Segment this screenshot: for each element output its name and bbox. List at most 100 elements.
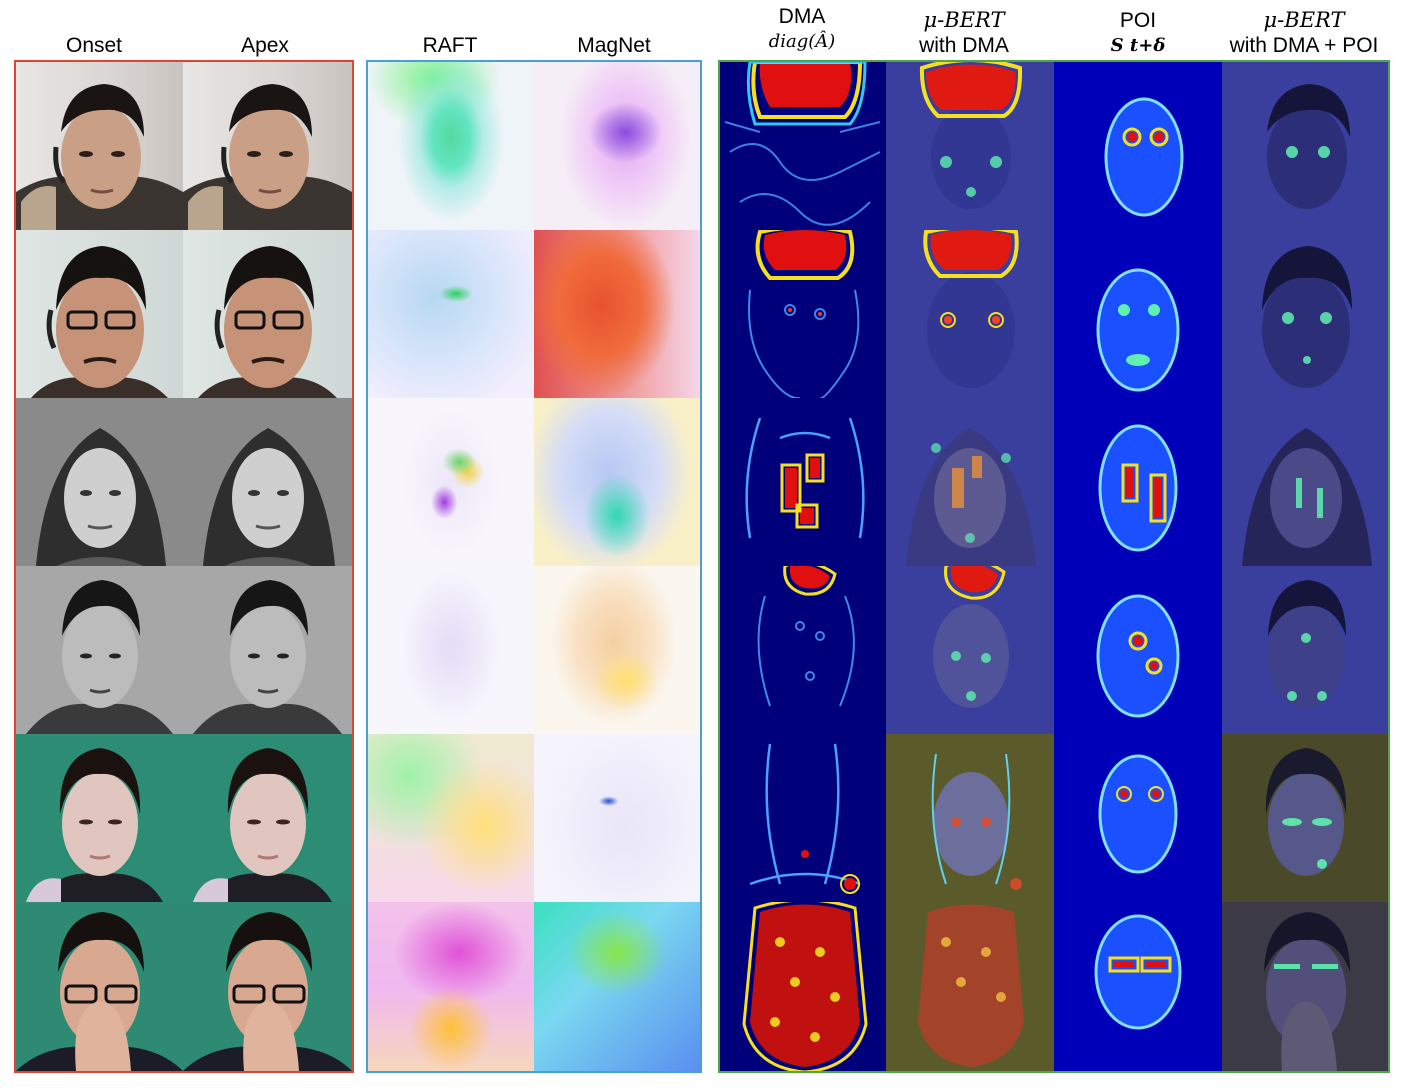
face-icon	[193, 748, 332, 902]
heatmap-icon	[1222, 902, 1388, 1071]
apex-image-row-4	[183, 566, 352, 734]
heatmap-icon	[933, 566, 1009, 708]
heatmap-icon	[742, 902, 868, 1071]
face-icon	[36, 428, 166, 566]
attention-panel	[718, 60, 1390, 1073]
heatmap-icon	[1267, 84, 1350, 209]
apex-image-row-1	[183, 62, 352, 230]
header-apex-label: Apex	[241, 34, 289, 57]
mubert-dma-poi-map-row-6	[1222, 902, 1388, 1071]
face-icon	[183, 84, 352, 230]
poi-map-row-1	[1054, 62, 1222, 230]
magnet-flow-row-5	[534, 734, 700, 902]
mubert-dma-poi-map-row-3	[1222, 398, 1388, 566]
header-dma: DMA diag(Â)	[722, 4, 882, 54]
mubert-dma-map-row-1	[886, 62, 1054, 230]
heatmap-icon	[886, 734, 1054, 902]
heatmap-icon	[919, 62, 1023, 209]
face-icon	[26, 580, 173, 734]
raft-flow-row-2	[368, 230, 534, 398]
header-mubert-dma: μ-BERT with DMA	[884, 8, 1044, 58]
heatmap-icon	[757, 566, 855, 707]
face-icon	[31, 246, 168, 398]
apex-image-row-2	[183, 230, 352, 398]
heatmap-icon	[1262, 246, 1352, 388]
header-mubert-poi-line2: with DMA + POI	[1229, 34, 1379, 57]
header-apex: Apex	[190, 33, 340, 58]
heatmap-icon	[1242, 428, 1372, 566]
poi-map-row-3	[1054, 398, 1222, 566]
poi-map-row-4	[1054, 566, 1222, 734]
mubert-dma-poi-map-row-5	[1222, 734, 1388, 902]
header-raft: RAFT	[372, 33, 528, 58]
mubert-dma-map-row-6	[886, 902, 1054, 1071]
raft-flow-row-5	[368, 734, 534, 902]
mubert-dma-map-row-3	[886, 398, 1054, 566]
heatmap-icon	[1222, 734, 1388, 902]
header-raft-label: RAFT	[422, 34, 478, 57]
face-icon	[16, 84, 183, 230]
dma-map-row-5	[720, 734, 886, 902]
heatmap-icon	[1104, 97, 1184, 217]
header-onset-label: Onset	[65, 34, 123, 57]
mubert-dma-poi-map-row-2	[1222, 230, 1388, 398]
magnet-flow-row-4	[534, 566, 700, 734]
mubert-dma-map-row-4	[886, 566, 1054, 734]
heatmap-icon	[923, 230, 1019, 388]
magnet-flow-row-6	[534, 902, 700, 1071]
apex-image-row-3	[183, 398, 352, 566]
mubert-dma-map-row-5	[886, 734, 1054, 902]
heatmap-icon	[749, 743, 861, 894]
heatmap-icon	[745, 417, 865, 539]
dma-map-row-4	[720, 566, 886, 734]
face-icon	[203, 428, 335, 566]
header-poi-formula: S t+δ	[1110, 35, 1166, 56]
raft-flow-row-4	[368, 566, 534, 734]
mubert-dma-poi-map-row-1	[1222, 62, 1388, 230]
onset-image-row-5	[16, 734, 183, 902]
heatmap-icon	[1098, 424, 1178, 552]
header-mubert-poi-line1: μ-BERT	[1263, 8, 1345, 32]
magnet-flow-row-1	[534, 62, 700, 230]
onset-apex-panel	[14, 60, 354, 1073]
dma-map-row-6	[720, 902, 886, 1071]
onset-image-row-2	[16, 230, 183, 398]
heatmap-icon	[1096, 268, 1180, 392]
face-icon	[198, 246, 337, 398]
heatmap-icon	[906, 428, 1036, 566]
mubert-dma-map-row-2	[886, 230, 1054, 398]
onset-image-row-6	[16, 902, 183, 1071]
face-icon	[193, 580, 342, 734]
header-poi-label: POI	[1119, 9, 1157, 32]
face-icon	[16, 912, 183, 1071]
dma-map-row-1	[720, 62, 886, 230]
header-magnet: MagNet	[536, 33, 692, 58]
raft-flow-row-1	[368, 62, 534, 230]
raft-flow-row-3	[368, 398, 534, 566]
heatmap-icon	[724, 62, 881, 226]
header-onset: Onset	[20, 33, 168, 58]
header-mubert-dma-line2: with DMA	[919, 34, 1009, 57]
header-poi: POI S t+δ	[1058, 8, 1218, 58]
heatmap-icon	[1098, 754, 1178, 874]
heatmap-icon	[1096, 594, 1180, 718]
heatmap-icon	[1268, 580, 1346, 708]
raft-flow-row-6	[368, 902, 534, 1071]
optical-flow-panel	[366, 60, 702, 1073]
apex-image-row-6	[183, 902, 352, 1071]
dma-map-row-3	[720, 398, 886, 566]
heatmap-icon	[748, 230, 860, 398]
onset-image-row-4	[16, 566, 183, 734]
face-icon	[26, 748, 163, 902]
header-dma-label: DMA	[778, 5, 826, 28]
heatmap-icon	[886, 902, 1054, 1071]
header-mubert-dma-poi: μ-BERT with DMA + POI	[1222, 8, 1386, 58]
mubert-dma-poi-map-row-4	[1222, 566, 1388, 734]
poi-map-row-5	[1054, 734, 1222, 902]
apex-image-row-5	[183, 734, 352, 902]
heatmap-icon	[1094, 914, 1182, 1030]
onset-image-row-3	[16, 398, 183, 566]
poi-map-row-2	[1054, 230, 1222, 398]
header-dma-formula: diag(Â)	[768, 31, 836, 52]
header-magnet-label: MagNet	[577, 34, 651, 57]
